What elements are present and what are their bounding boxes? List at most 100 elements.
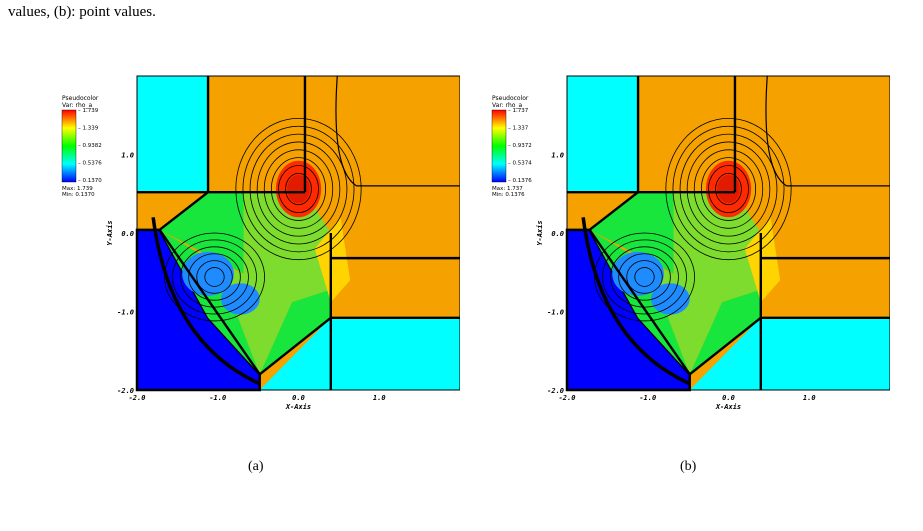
- region-yellow-band: [314, 217, 351, 303]
- legend-max: Max: 1.739: [62, 186, 93, 192]
- density-contour: [672, 125, 785, 253]
- vortex-contour: [634, 267, 655, 287]
- region-green-wedge-bottom: [689, 289, 761, 375]
- contour-top-right: [765, 75, 890, 187]
- vortex-contour: [188, 253, 241, 301]
- y-tick-label: -1.0: [547, 309, 564, 317]
- shock-line: [158, 191, 209, 231]
- density-contour: [249, 133, 348, 245]
- x-tick-label: -2.0: [559, 394, 576, 402]
- vortex-contour: [196, 260, 233, 294]
- vortex-contour: [602, 239, 687, 315]
- vortex-contour: [172, 239, 257, 315]
- x-tick-label: 0.0: [722, 394, 735, 402]
- region-green-wedge-left: [589, 192, 674, 274]
- region-central-mixing: [647, 192, 761, 375]
- x-tick-label: 0.0: [292, 394, 305, 402]
- legend-min: Min: 0.1370: [62, 192, 95, 198]
- y-tick-label: 0.0: [121, 230, 134, 238]
- density-contour: [700, 157, 757, 221]
- legend-tick-label: – 1.337: [508, 126, 529, 132]
- legend-variable: Var: rho_a: [62, 102, 92, 109]
- region-green-wedge-bottom: [259, 289, 331, 375]
- vortex-contour: [610, 246, 679, 308]
- x-axis-label: X-Axis: [715, 403, 741, 411]
- density-contour: [235, 117, 362, 261]
- legend-tick-label: – 0.1376: [508, 178, 532, 184]
- x-tick-label: -1.0: [209, 394, 226, 402]
- vortex-contour: [164, 232, 265, 322]
- shock-line: [588, 191, 639, 231]
- y-tick-label: 1.0: [551, 152, 564, 160]
- x-tick-label: -1.0: [639, 394, 656, 402]
- shock-line: [258, 316, 332, 376]
- region-peak-density: [717, 174, 740, 204]
- x-tick-label: 1.0: [803, 394, 816, 402]
- density-contour: [242, 125, 355, 253]
- y-axis-label: Y-Axis: [106, 220, 114, 245]
- y-tick-label: 1.0: [121, 152, 134, 160]
- legend-colorbar: [491, 109, 507, 183]
- legend-tick-label: – 0.5376: [78, 161, 102, 167]
- region-cyan-bottom-mid: [259, 317, 331, 390]
- region-central-mixing: [217, 192, 331, 375]
- plot-frame: [566, 75, 890, 391]
- y-axis-label: Y-Axis: [536, 220, 544, 245]
- region-peak-density: [287, 174, 310, 204]
- subfigure-label-b: (b): [680, 459, 697, 474]
- legend-tick-label: – 1.739: [78, 108, 99, 114]
- density-contour: [285, 172, 312, 206]
- contact-curve: [151, 217, 261, 386]
- x-axis-label: X-Axis: [285, 403, 311, 411]
- y-tick-label: -1.0: [117, 309, 134, 317]
- contact-curve: [581, 217, 691, 386]
- x-tick-label: -2.0: [129, 394, 146, 402]
- legend-variable: Var: rho_a: [492, 102, 522, 109]
- region-cyan-top-left: [137, 76, 209, 193]
- region-yellow-band: [744, 217, 781, 303]
- shock-line: [688, 316, 762, 376]
- legend-title: Pseudocolor: [62, 95, 99, 102]
- plot-frame: [136, 75, 460, 391]
- density-contour: [708, 165, 749, 213]
- subfigure-label-a: (a): [248, 459, 264, 474]
- x-tick-label: 1.0: [373, 394, 386, 402]
- density-contour: [693, 149, 764, 229]
- legend-tick-label: – 1.339: [78, 126, 99, 132]
- legend-tick-label: – 0.9382: [78, 143, 102, 149]
- density-contour: [665, 117, 792, 261]
- region-vortex-lowdensity-2: [650, 283, 690, 315]
- y-tick-label: -2.0: [117, 387, 134, 395]
- density-contour: [256, 141, 341, 237]
- region-vortex-lowdensity: [612, 251, 664, 296]
- density-contour: [278, 165, 319, 213]
- figure-panel-a: -2.0 -1.0 0.0 1.0 1.0 0.0 -1.0 -2.0 X-Axis Y-Axis…: [60, 70, 460, 430]
- region-green-wedge-left: [159, 192, 244, 274]
- density-contour: [686, 141, 771, 237]
- density-contour-plot: -2.0 -1.0 0.0 1.0 1.0 0.0 -1.0 -2.0 X-Axis Y-Axis…: [61, 75, 460, 411]
- legend-title: Pseudocolor: [492, 95, 529, 102]
- density-contour: [679, 133, 778, 245]
- legend-colorbar: [61, 109, 77, 183]
- legend-tick-label: – 1.737: [508, 108, 529, 114]
- legend-tick-label: – 0.9372: [508, 143, 532, 149]
- legend-tick-label: – 0.1370: [78, 178, 102, 184]
- density-contour: [715, 172, 742, 206]
- region-cyan-bottom-right: [760, 317, 890, 390]
- vortex-contour: [594, 232, 695, 322]
- legend-min: Min: 0.1376: [492, 192, 525, 198]
- shock-line: [588, 229, 691, 375]
- region-cyan-bottom-right: [330, 317, 460, 390]
- figure-caption: values, (b): point values.: [8, 4, 156, 20]
- figure-panel-b: -2.0 -1.0 0.0 1.0 1.0 0.0 -1.0 -2.0 X-Axis Y-Axis…: [490, 70, 890, 430]
- contour-top-right: [335, 75, 460, 187]
- legend-tick-label: – 0.5374: [508, 161, 532, 167]
- y-tick-label: -2.0: [547, 387, 564, 395]
- vortex-contour: [180, 246, 249, 308]
- shock-line: [158, 229, 261, 375]
- legend-max: Max: 1.737: [492, 186, 523, 192]
- region-vortex-lowdensity-2: [220, 283, 260, 315]
- density-contour: [263, 149, 334, 229]
